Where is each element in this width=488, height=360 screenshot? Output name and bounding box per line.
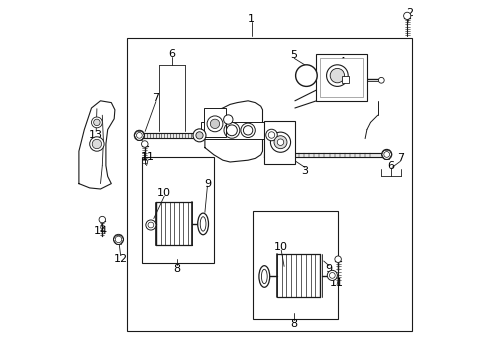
Circle shape [136,132,142,138]
Polygon shape [79,101,115,189]
Text: 5: 5 [290,50,297,60]
Circle shape [329,273,335,278]
Circle shape [265,129,277,141]
Text: 11: 11 [141,152,155,162]
Text: 3: 3 [301,166,308,176]
Circle shape [145,220,156,230]
Bar [204,108,225,137]
Circle shape [99,216,105,223]
Circle shape [295,65,317,86]
Text: 10: 10 [157,188,171,198]
Circle shape [115,236,122,243]
Circle shape [94,119,100,126]
Text: 13: 13 [89,130,103,140]
Circle shape [148,222,153,228]
Polygon shape [134,133,204,138]
Ellipse shape [261,269,266,284]
Circle shape [91,117,102,128]
Text: 4: 4 [338,57,345,67]
Bar [201,122,264,139]
Circle shape [273,136,286,149]
Circle shape [403,12,410,19]
Circle shape [141,141,148,147]
Bar [142,157,213,263]
Circle shape [210,119,219,129]
Ellipse shape [197,213,208,235]
Text: 7: 7 [396,153,403,163]
Circle shape [206,116,223,132]
Text: 7: 7 [152,93,159,103]
Text: 6: 6 [168,49,175,59]
Text: 11: 11 [329,278,344,288]
Bar [127,38,411,331]
Circle shape [134,130,144,140]
Circle shape [113,234,123,244]
Circle shape [277,139,283,145]
Circle shape [223,115,232,124]
Circle shape [378,77,384,83]
Bar [341,76,348,83]
Bar [253,211,337,319]
Circle shape [326,270,337,280]
Circle shape [383,152,389,157]
Text: 14: 14 [93,226,107,236]
Text: 2: 2 [405,8,412,18]
Text: 12: 12 [113,254,127,264]
Text: 10: 10 [274,242,287,252]
Text: 1: 1 [248,14,255,24]
Bar [264,121,294,164]
Circle shape [329,68,344,83]
Circle shape [268,132,274,138]
Text: 3: 3 [274,136,281,146]
Text: 9: 9 [325,264,332,274]
Circle shape [196,132,203,139]
Text: 6: 6 [386,161,394,171]
Circle shape [326,65,347,86]
Circle shape [270,132,290,152]
Ellipse shape [200,217,205,231]
Circle shape [89,137,104,151]
Text: 8: 8 [290,319,297,329]
Bar [316,54,366,101]
Bar [320,58,363,97]
Circle shape [381,149,391,159]
Circle shape [92,139,102,149]
Polygon shape [264,153,384,157]
Text: 8: 8 [173,264,181,274]
Ellipse shape [258,266,269,287]
Text: 9: 9 [203,179,210,189]
Circle shape [193,129,205,142]
Polygon shape [204,101,262,162]
Circle shape [334,256,341,262]
